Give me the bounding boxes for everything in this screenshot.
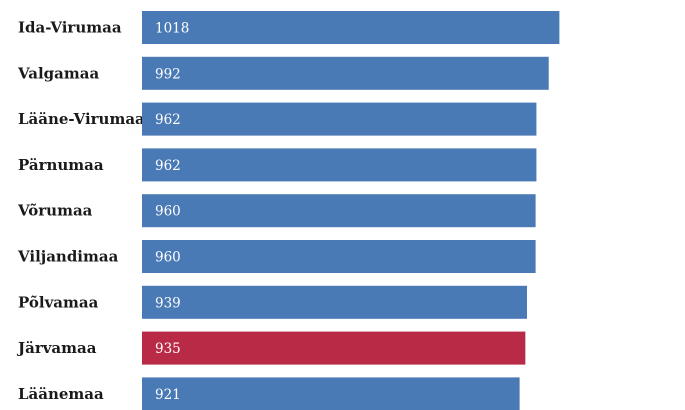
value-label: 935 [155, 341, 181, 357]
value-label: 939 [155, 295, 181, 311]
value-label: 992 [155, 66, 181, 82]
value-label: 1018 [155, 21, 189, 37]
category-label: Viljandimaa [17, 248, 119, 266]
category-label: Läänemaa [18, 385, 104, 403]
bar [142, 377, 520, 410]
bar-row-laane-virumaa: Lääne-Virumaa 962 [18, 102, 537, 136]
bar-row-polvamaa: Põlvamaa 939 [18, 285, 527, 319]
category-label: Võrumaa [17, 202, 93, 220]
bar [142, 240, 536, 273]
value-label: 962 [155, 112, 181, 128]
bar-highlighted [142, 331, 526, 365]
bar [142, 56, 549, 90]
bar-row-parnumaa: Pärnumaa 962 [18, 148, 537, 182]
value-label: 960 [155, 204, 181, 220]
category-label: Põlvamaa [18, 293, 99, 311]
category-label: Valgamaa [17, 64, 99, 82]
bar-row-vorumaa: Võrumaa 960 [17, 194, 536, 228]
bar [142, 11, 560, 44]
category-label: Lääne-Virumaa [18, 110, 145, 128]
value-label: 962 [155, 158, 181, 174]
category-label: Ida-Virumaa [18, 19, 122, 37]
bar-row-valgamaa: Valgamaa 992 [17, 56, 549, 90]
bar [142, 148, 537, 182]
bar-row-viljandimaa: Viljandimaa 960 [17, 240, 536, 273]
bar-row-jarvamaa: Järvamaa 935 [16, 331, 526, 365]
category-label: Pärnumaa [18, 156, 104, 174]
value-label: 921 [155, 387, 181, 403]
bar-row-ida-virumaa: Ida-Virumaa 1018 [18, 11, 560, 44]
bar [142, 194, 536, 228]
value-label: 960 [155, 250, 181, 266]
bar [142, 285, 527, 319]
bar [142, 102, 537, 136]
category-label: Järvamaa [16, 339, 97, 357]
bar-row-laanemaa: Läänemaa 921 [18, 377, 520, 410]
